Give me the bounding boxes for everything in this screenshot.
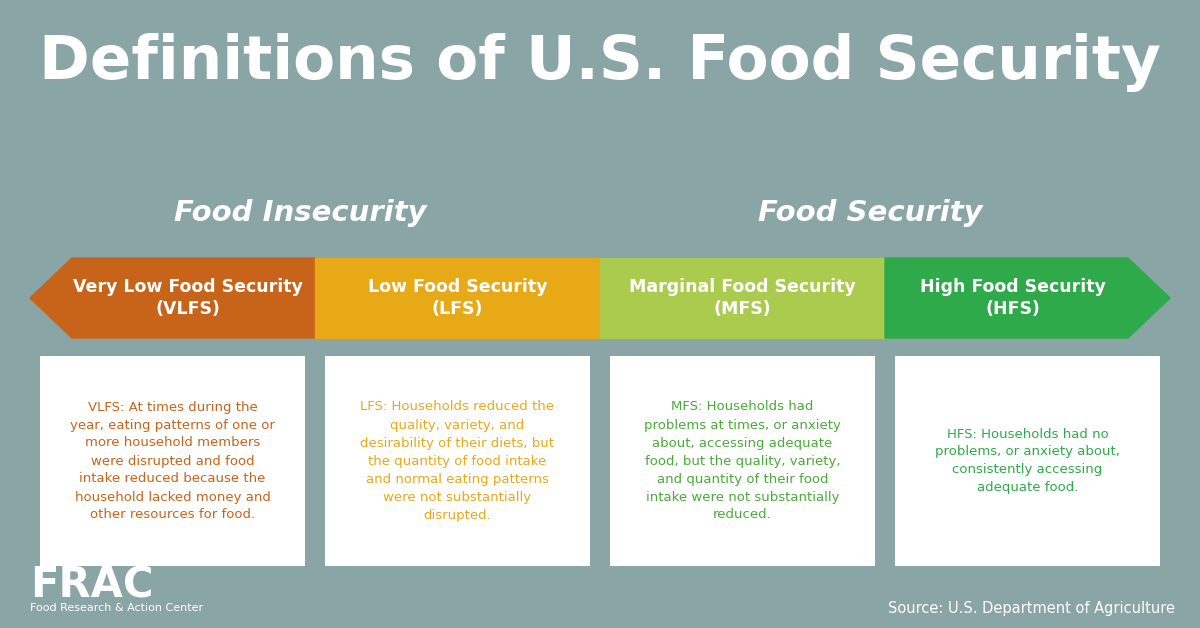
Text: VLFS: At times during the
year, eating patterns of one or
more household members: VLFS: At times during the year, eating p… <box>70 401 275 521</box>
Text: LFS: Households reduced the
quality, variety, and
desirability of their diets, b: LFS: Households reduced the quality, var… <box>360 401 554 521</box>
Text: Food Security: Food Security <box>757 199 983 227</box>
Polygon shape <box>314 258 600 338</box>
Text: Marginal Food Security
(MFS): Marginal Food Security (MFS) <box>629 278 856 318</box>
Text: Low Food Security
(LFS): Low Food Security (LFS) <box>367 278 547 318</box>
Text: High Food Security
(HFS): High Food Security (HFS) <box>919 278 1105 318</box>
Polygon shape <box>600 258 886 338</box>
Text: Definitions of U.S. Food Security: Definitions of U.S. Food Security <box>40 33 1160 92</box>
FancyBboxPatch shape <box>895 356 1160 566</box>
Text: Very Low Food Security
(VLFS): Very Low Food Security (VLFS) <box>72 278 302 318</box>
FancyBboxPatch shape <box>325 356 590 566</box>
Text: MFS: Households had
problems at times, or anxiety
about, accessing adequate
food: MFS: Households had problems at times, o… <box>644 401 841 521</box>
Text: Source: U.S. Department of Agriculture: Source: U.S. Department of Agriculture <box>888 600 1175 615</box>
Text: HFS: Households had no
problems, or anxiety about,
consistently accessing
adequa: HFS: Households had no problems, or anxi… <box>935 428 1120 494</box>
FancyBboxPatch shape <box>40 356 305 566</box>
Text: Food Insecurity: Food Insecurity <box>174 199 426 227</box>
Text: Food Research & Action Center: Food Research & Action Center <box>30 603 203 613</box>
Polygon shape <box>886 258 1170 338</box>
Polygon shape <box>30 258 314 338</box>
FancyBboxPatch shape <box>610 356 875 566</box>
Text: FRAC: FRAC <box>30 565 154 607</box>
